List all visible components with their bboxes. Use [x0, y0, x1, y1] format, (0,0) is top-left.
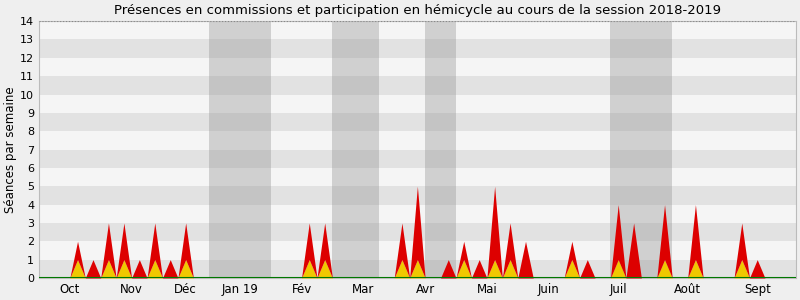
Bar — [39, 223, 796, 241]
Bar — [209, 21, 270, 278]
Bar — [39, 76, 796, 94]
Bar — [333, 21, 378, 278]
Bar — [39, 260, 796, 278]
Bar — [39, 131, 796, 149]
Bar — [39, 241, 796, 260]
Bar — [610, 21, 672, 278]
Bar — [39, 94, 796, 113]
Bar — [39, 186, 796, 205]
Bar — [425, 21, 456, 278]
Bar — [39, 205, 796, 223]
Bar — [39, 168, 796, 186]
Bar — [39, 21, 796, 40]
Bar — [39, 40, 796, 58]
Bar — [39, 58, 796, 76]
Bar — [39, 149, 796, 168]
Title: Présences en commissions et participation en hémicycle au cours de la session 20: Présences en commissions et participatio… — [114, 4, 721, 17]
Y-axis label: Séances par semaine: Séances par semaine — [4, 86, 17, 213]
Bar — [39, 113, 796, 131]
